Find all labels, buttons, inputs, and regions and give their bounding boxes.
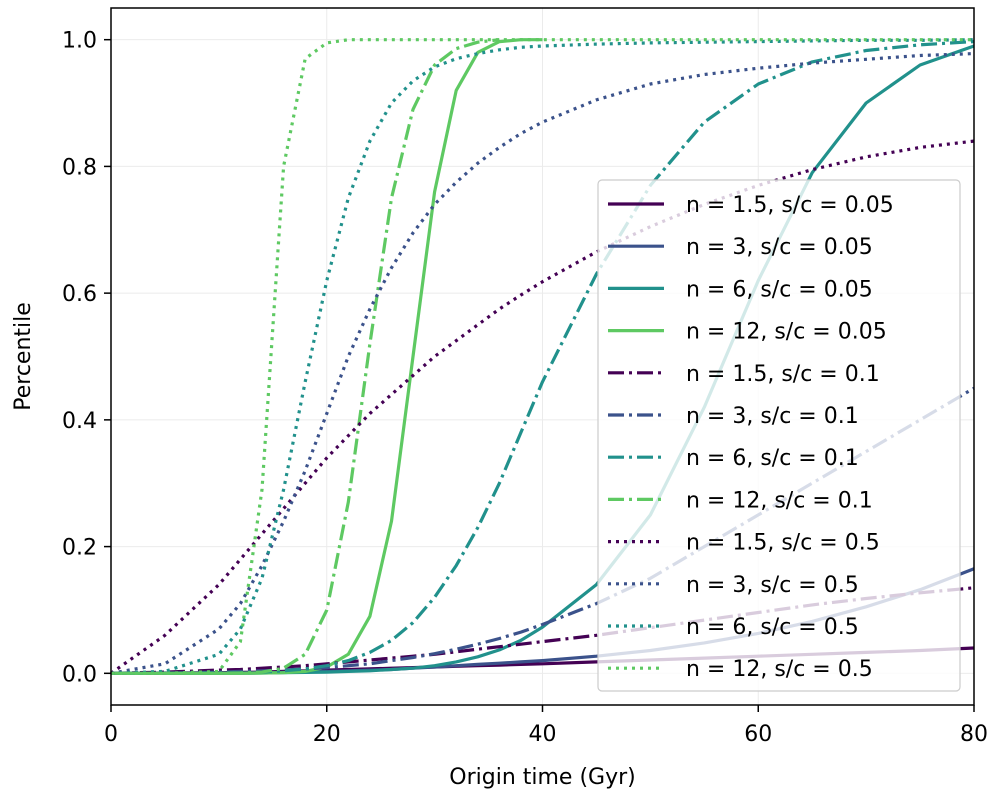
legend-label: n = 3, s/c = 0.5 [686, 573, 859, 598]
y-axis-label: Percentile [11, 302, 36, 411]
y-tick-label: 0.2 [62, 536, 97, 561]
legend-label: n = 6, s/c = 0.1 [686, 446, 859, 471]
legend-box [597, 179, 961, 692]
x-tick-label: 40 [529, 722, 557, 747]
y-tick-label: 1.0 [62, 29, 97, 54]
x-tick-label: 60 [744, 722, 772, 747]
legend-label: n = 12, s/c = 0.05 [686, 320, 887, 345]
series-line-8 [111, 38, 500, 675]
legend-label: n = 1.5, s/c = 0.05 [686, 193, 894, 218]
legend-label: n = 3, s/c = 0.1 [686, 404, 859, 429]
x-tick-label: 80 [960, 722, 988, 747]
x-tick-label: 20 [313, 722, 341, 747]
legend-label: n = 6, s/c = 0.05 [686, 277, 873, 302]
legend-label: n = 3, s/c = 0.05 [686, 235, 873, 260]
ticks: 0 20 40 60 80 0.0 0.2 0.4 0.6 0.8 1.0 [62, 29, 988, 747]
legend-label: n = 1.5, s/c = 0.1 [686, 362, 880, 387]
series-line-11 [110, 38, 975, 675]
legend: n = 1.5, s/c = 0.05 n = 3, s/c = 0.05 n = … [597, 179, 961, 692]
legend-label: n = 12, s/c = 0.5 [686, 657, 873, 682]
x-axis-label: Origin time (Gyr) [449, 765, 635, 790]
y-tick-label: 0.0 [62, 662, 97, 687]
legend-label: n = 1.5, s/c = 0.5 [686, 531, 880, 556]
series-line-12 [111, 38, 974, 675]
legend-label: n = 6, s/c = 0.5 [686, 615, 859, 640]
legend-label: n = 12, s/c = 0.1 [686, 488, 873, 513]
x-tick-label: 0 [104, 722, 118, 747]
y-tick-label: 0.8 [62, 155, 97, 180]
y-tick-label: 0.4 [62, 409, 97, 434]
y-tick-label: 0.6 [62, 282, 97, 307]
